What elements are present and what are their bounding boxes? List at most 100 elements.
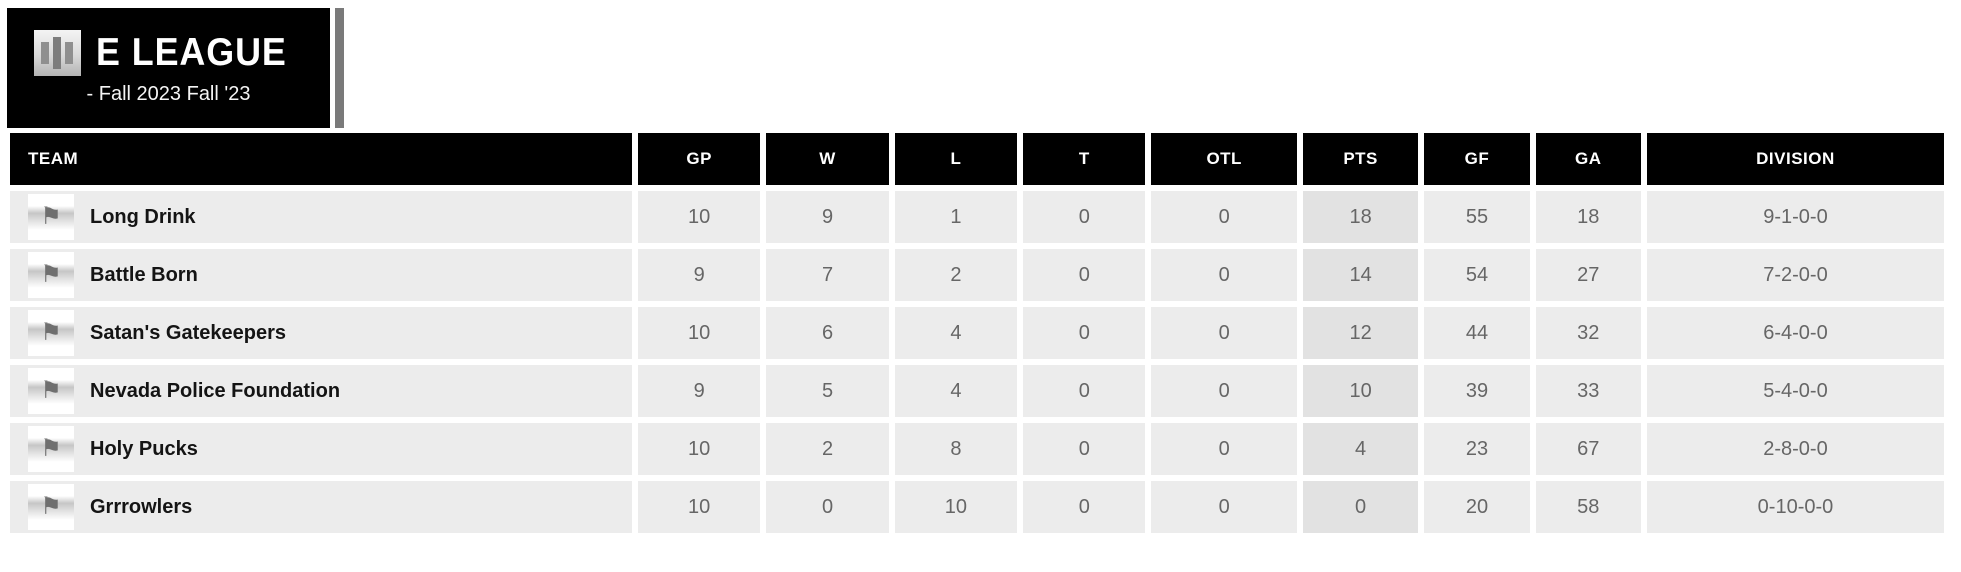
gp-cell: 10	[637, 191, 761, 243]
w-cell: 7	[766, 249, 889, 301]
division-cell: 6-4-0-0	[1646, 307, 1944, 359]
t-cell: 0	[1023, 365, 1146, 417]
league-header: E LEAGUE - Fall 2023 Fall '23	[7, 8, 1961, 128]
l-cell: 10	[894, 481, 1018, 533]
table-row: ⚑ Long Drink 10 9 1 0 0 18 55 18 9-1-0-0	[10, 191, 1944, 243]
flag-icon: ⚑	[40, 377, 62, 404]
gf-cell: 55	[1424, 191, 1530, 243]
t-cell: 0	[1023, 191, 1146, 243]
division-cell: 0-10-0-0	[1646, 481, 1944, 533]
gp-cell: 10	[637, 481, 761, 533]
ga-cell: 18	[1535, 191, 1641, 243]
pts-cell: 12	[1302, 307, 1419, 359]
division-cell: 9-1-0-0	[1646, 191, 1944, 243]
l-cell: 8	[894, 423, 1018, 475]
ga-cell: 67	[1535, 423, 1641, 475]
w-cell: 6	[766, 307, 889, 359]
team-flag-icon: ⚑	[28, 484, 74, 530]
division-cell: 2-8-0-0	[1646, 423, 1944, 475]
flag-icon: ⚑	[40, 261, 62, 288]
ga-cell: 58	[1535, 481, 1641, 533]
gf-cell: 44	[1424, 307, 1530, 359]
column-header-t: T	[1023, 133, 1146, 185]
league-banner: E LEAGUE - Fall 2023 Fall '23	[7, 8, 330, 128]
team-cell[interactable]: ⚑ Battle Born	[10, 249, 632, 301]
standings-table: TEAM GP W L T OTL PTS GF GA DIVISION ⚑ Lo…	[4, 127, 1950, 539]
header-row: TEAM GP W L T OTL PTS GF GA DIVISION	[10, 133, 1944, 185]
pts-cell: 14	[1302, 249, 1419, 301]
gf-cell: 23	[1424, 423, 1530, 475]
team-name-link[interactable]: Satan's Gatekeepers	[90, 321, 286, 344]
w-cell: 5	[766, 365, 889, 417]
league-logo-icon	[33, 30, 81, 76]
table-row: ⚑ Battle Born 9 7 2 0 0 14 54 27 7-2-0-0	[10, 249, 1944, 301]
l-cell: 4	[894, 307, 1018, 359]
column-header-gf: GF	[1424, 133, 1530, 185]
column-header-team: TEAM	[10, 133, 632, 185]
otl-cell: 0	[1151, 249, 1297, 301]
division-cell: 7-2-0-0	[1646, 249, 1944, 301]
t-cell: 0	[1023, 423, 1146, 475]
otl-cell: 0	[1151, 481, 1297, 533]
ga-cell: 33	[1535, 365, 1641, 417]
team-cell[interactable]: ⚑ Nevada Police Foundation	[10, 365, 632, 417]
gf-cell: 39	[1424, 365, 1530, 417]
gp-cell: 10	[637, 423, 761, 475]
flag-icon: ⚑	[40, 203, 62, 230]
logo-bar	[65, 42, 74, 64]
team-cell[interactable]: ⚑ Holy Pucks	[10, 423, 632, 475]
team-name-link[interactable]: Grrrowlers	[90, 495, 193, 518]
t-cell: 0	[1023, 249, 1146, 301]
t-cell: 0	[1023, 481, 1146, 533]
gp-cell: 9	[637, 249, 761, 301]
l-cell: 1	[894, 191, 1018, 243]
team-name-link[interactable]: Battle Born	[90, 263, 198, 286]
table-row: ⚑ Holy Pucks 10 2 8 0 0 4 23 67 2-8-0-0	[10, 423, 1944, 475]
team-flag-icon: ⚑	[28, 368, 74, 414]
table-row: ⚑ Satan's Gatekeepers 10 6 4 0 0 12 44 32 6-4-0-0	[10, 307, 1944, 359]
l-cell: 2	[894, 249, 1018, 301]
pts-cell: 18	[1302, 191, 1419, 243]
team-name-link[interactable]: Nevada Police Foundation	[90, 379, 341, 402]
team-cell[interactable]: ⚑ Long Drink	[10, 191, 632, 243]
logo-bar	[53, 37, 62, 69]
gf-cell: 54	[1424, 249, 1530, 301]
team-cell[interactable]: ⚑ Satan's Gatekeepers	[10, 307, 632, 359]
pts-cell: 10	[1302, 365, 1419, 417]
otl-cell: 0	[1151, 365, 1297, 417]
gp-cell: 10	[637, 307, 761, 359]
otl-cell: 0	[1151, 307, 1297, 359]
pts-cell: 4	[1302, 423, 1419, 475]
team-flag-icon: ⚑	[28, 310, 74, 356]
otl-cell: 0	[1151, 423, 1297, 475]
column-header-gp: GP	[637, 133, 761, 185]
l-cell: 4	[894, 365, 1018, 417]
column-header-pts: PTS	[1302, 133, 1419, 185]
team-cell[interactable]: ⚑ Grrrowlers	[10, 481, 632, 533]
ga-cell: 27	[1535, 249, 1641, 301]
team-flag-icon: ⚑	[28, 252, 74, 298]
gp-cell: 9	[637, 365, 761, 417]
w-cell: 2	[766, 423, 889, 475]
flag-icon: ⚑	[40, 493, 62, 520]
logo-bar	[41, 42, 50, 64]
team-flag-icon: ⚑	[28, 426, 74, 472]
team-name-link[interactable]: Holy Pucks	[90, 437, 198, 460]
flag-icon: ⚑	[40, 435, 62, 462]
t-cell: 0	[1023, 307, 1146, 359]
gf-cell: 20	[1424, 481, 1530, 533]
table-row: ⚑ Grrrowlers 10 0 10 0 0 0 20 58 0-10-0-0	[10, 481, 1944, 533]
w-cell: 9	[766, 191, 889, 243]
accent-bar	[335, 8, 344, 128]
league-season: - Fall 2023 Fall '23	[86, 83, 251, 105]
w-cell: 0	[766, 481, 889, 533]
column-header-division: DIVISION	[1646, 133, 1944, 185]
division-cell: 5-4-0-0	[1646, 365, 1944, 417]
ga-cell: 32	[1535, 307, 1641, 359]
flag-icon: ⚑	[40, 319, 62, 346]
column-header-ga: GA	[1535, 133, 1641, 185]
column-header-l: L	[894, 133, 1018, 185]
team-name-link[interactable]: Long Drink	[90, 205, 196, 228]
column-header-w: W	[766, 133, 889, 185]
table-row: ⚑ Nevada Police Foundation 9 5 4 0 0 10 39 33 5-4-…	[10, 365, 1944, 417]
